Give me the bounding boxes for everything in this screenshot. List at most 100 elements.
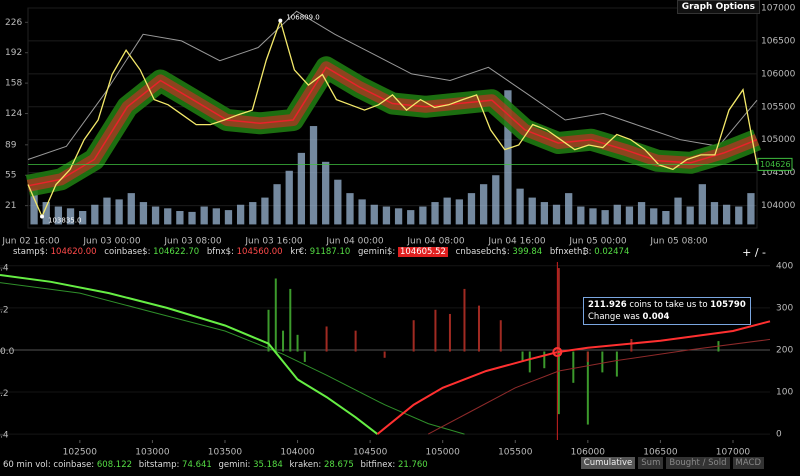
change-bar [586, 351, 589, 425]
tooltip-amount: 211.926 [588, 300, 627, 310]
ticker-row: stamp$: 104620.00 coinbase$: 104622.70 b… [8, 246, 629, 257]
y2-tick-label: 200 [776, 345, 793, 355]
change-bar [289, 288, 292, 352]
upper-line [27, 10, 758, 160]
footer-label: bitfinex: [360, 460, 396, 470]
y2-tick-label: 124 [5, 109, 22, 119]
volume-bar [91, 204, 99, 225]
volume-footer: 60 min vol: coinbase: 608.122 bitstamp: … [3, 460, 432, 470]
footer-title: 60 min vol: [3, 460, 51, 470]
ticker-value: 104620.00 [50, 247, 97, 257]
y-tick-label: .2 [0, 305, 9, 315]
volume-bar [139, 202, 148, 225]
depth-tooltip: 211.926 coins to take us to 105790 Chang… [583, 297, 751, 325]
low-marker [40, 214, 45, 219]
volume-bar [540, 202, 549, 225]
y-tick-label: 105500 [761, 102, 796, 112]
volume-bar [164, 208, 172, 225]
volume-bar [30, 188, 38, 225]
y2-tick-label: 55 [5, 171, 16, 181]
graph-options-button[interactable]: Graph Options [676, 0, 760, 14]
y-tick-label: 106500 [761, 36, 796, 46]
volume-bar [54, 206, 63, 225]
y-tick-label: 105000 [761, 135, 796, 145]
change-bar [615, 351, 618, 377]
change-bar [521, 351, 524, 362]
volume-bar [382, 206, 391, 225]
volume-bar [346, 193, 354, 225]
x-tick-label: Jun 03 00:00 [82, 237, 140, 247]
volume-bar [151, 206, 160, 225]
x-tick-label: Jun 03 16:00 [244, 237, 302, 247]
footer-label: kraken: [289, 460, 322, 470]
x-tick-label: Jun 05 00:00 [568, 237, 626, 247]
footer-label: bitstamp: [138, 460, 180, 470]
change-bar [282, 330, 285, 352]
change-bar [383, 351, 386, 358]
volume-bar [613, 204, 621, 225]
mode-button[interactable]: Bought / Sold [666, 457, 730, 469]
volume-bar [504, 90, 512, 225]
peak-label: 106809.0 [286, 14, 319, 22]
y-tick-label: .4 [0, 430, 9, 440]
y-tick-label: .4 [0, 264, 9, 274]
change-bar [630, 339, 633, 352]
volume-bar [261, 197, 269, 225]
y-tick-label: 0.0 [0, 347, 15, 357]
x-tick-label: Jun 04 08:00 [406, 237, 464, 247]
ticker-label: gemini$: [357, 247, 396, 257]
y2-tick-label: 89 [5, 140, 17, 150]
ticker-value: 104622.70 [153, 247, 200, 257]
volume-bar [662, 211, 670, 225]
tooltip-text: coins to take us to [629, 300, 708, 310]
volume-bar [552, 204, 561, 225]
volume-bar [674, 197, 682, 225]
change-bar [477, 305, 480, 352]
volume-bar [103, 197, 111, 225]
y2-tick-label: 100 [776, 388, 793, 398]
y-tick-label: .2 [0, 389, 9, 399]
tooltip-text: Change was [588, 312, 640, 322]
volume-bar [747, 193, 755, 225]
tooltip-target: 105790 [710, 300, 746, 310]
peak-marker [278, 18, 283, 23]
volume-bar [650, 208, 658, 225]
mode-button[interactable]: Cumulative [580, 457, 636, 469]
footer-value: 35.184 [253, 460, 283, 470]
mode-button[interactable]: MACD [732, 457, 764, 469]
zoom-control[interactable]: + / - [742, 246, 766, 259]
tooltip-change: 0.004 [642, 312, 670, 322]
mode-button[interactable]: Sum [638, 457, 664, 469]
volume-bar [236, 204, 245, 225]
change-bar [267, 309, 270, 352]
volume-bar [273, 184, 281, 225]
y2-tick-label: 158 [5, 79, 22, 89]
depth-line [0, 282, 465, 435]
change-bar [296, 334, 299, 352]
volume-bar [79, 211, 87, 225]
volume-bar [455, 199, 463, 225]
volume-bar [188, 211, 196, 225]
change-bar [434, 309, 437, 352]
y2-tick-label: 192 [5, 48, 22, 58]
volume-bar [249, 202, 257, 225]
volume-bar [565, 193, 573, 225]
volume-bar [115, 199, 123, 225]
y-tick-label: 104000 [761, 201, 796, 211]
ticker-value: 0.02474 [594, 247, 630, 257]
volume-bar [722, 204, 731, 225]
mode-buttons: Cumulative Sum Bought / Sold MACD [578, 457, 764, 469]
change-bar [528, 351, 531, 373]
footer-label: coinbase: [53, 460, 95, 470]
volume-bar [285, 170, 293, 225]
ticker-value: 91187.10 [309, 247, 351, 257]
volume-bar [577, 206, 585, 225]
volume-bar [431, 202, 439, 225]
ticker-label: stamp$: [13, 247, 48, 257]
change-bar [499, 320, 502, 352]
volume-bar [589, 208, 597, 225]
volume-bar [66, 208, 75, 225]
depth-line [0, 274, 379, 435]
change-bar [412, 320, 415, 352]
